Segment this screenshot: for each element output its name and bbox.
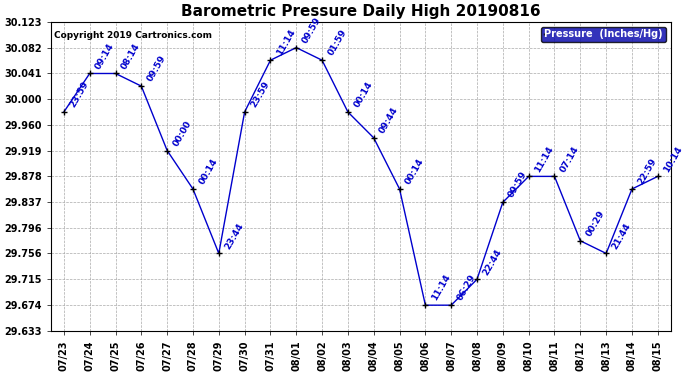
Text: 08:14: 08:14 <box>119 41 141 71</box>
Text: 00:14: 00:14 <box>197 157 219 186</box>
Text: 21:44: 21:44 <box>611 221 633 251</box>
Text: 22:59: 22:59 <box>636 157 658 186</box>
Text: 09:44: 09:44 <box>378 106 400 135</box>
Text: 22:44: 22:44 <box>481 247 504 276</box>
Text: 00:29: 00:29 <box>584 209 607 238</box>
Text: 01:59: 01:59 <box>326 28 348 57</box>
Text: 00:00: 00:00 <box>171 119 193 148</box>
Text: 09:59: 09:59 <box>300 15 323 45</box>
Text: 11:14: 11:14 <box>275 28 297 57</box>
Text: 11:14: 11:14 <box>533 144 555 174</box>
Text: 23:59: 23:59 <box>68 80 90 109</box>
Text: 09:59: 09:59 <box>507 170 529 200</box>
Text: 07:14: 07:14 <box>559 144 581 174</box>
Text: 09:59: 09:59 <box>146 54 168 83</box>
Text: 06:29: 06:29 <box>455 273 477 302</box>
Text: Copyright 2019 Cartronics.com: Copyright 2019 Cartronics.com <box>54 31 212 40</box>
Text: 23:44: 23:44 <box>223 221 245 251</box>
Title: Barometric Pressure Daily High 20190816: Barometric Pressure Daily High 20190816 <box>181 4 541 19</box>
Text: 09:14: 09:14 <box>94 41 116 71</box>
Text: 23:59: 23:59 <box>249 80 271 109</box>
Text: 00:14: 00:14 <box>352 80 374 109</box>
Legend: Pressure  (Inches/Hg): Pressure (Inches/Hg) <box>542 27 666 42</box>
Text: 10:14: 10:14 <box>662 144 684 174</box>
Text: 11:14: 11:14 <box>430 273 452 302</box>
Text: 00:14: 00:14 <box>404 157 426 186</box>
